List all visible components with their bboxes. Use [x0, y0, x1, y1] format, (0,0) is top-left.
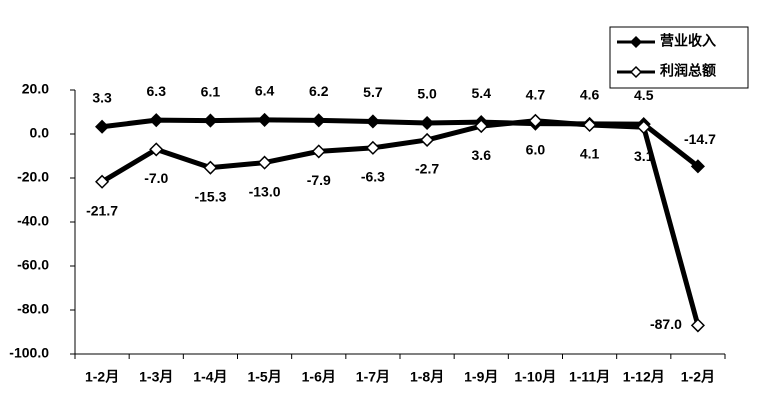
y-tick-label: -80.0	[17, 301, 49, 317]
x-tick-label: 1-7月	[356, 369, 390, 385]
point-marker	[149, 142, 164, 157]
y-tick-label: -100.0	[9, 345, 49, 361]
legend-box	[609, 26, 749, 89]
point-marker	[528, 113, 543, 128]
data-label: 6.0	[526, 142, 546, 158]
point-marker	[690, 159, 705, 174]
data-label: 4.7	[526, 86, 546, 102]
point-marker	[203, 160, 218, 175]
x-tick-label: 1-9月	[464, 369, 498, 385]
point-marker	[149, 113, 164, 128]
x-tick-label: 1-10月	[514, 369, 556, 385]
data-label: -21.7	[86, 202, 118, 218]
data-label: -7.9	[307, 172, 331, 188]
data-label: 6.2	[309, 83, 329, 99]
point-marker	[311, 144, 326, 159]
data-label: -7.0	[144, 170, 168, 186]
data-label: 3.6	[472, 147, 492, 163]
x-tick-label: 1-5月	[247, 369, 281, 385]
point-marker	[582, 117, 597, 133]
x-tick-label: 1-3月	[139, 369, 173, 385]
data-label: 5.0	[417, 86, 437, 102]
point-marker	[257, 155, 272, 170]
y-tick-label: -40.0	[17, 213, 49, 229]
legend-marker	[629, 65, 643, 79]
point-marker	[420, 132, 435, 148]
x-tick-label: 1-2月	[85, 369, 119, 385]
y-tick-label: 20.0	[22, 81, 49, 97]
legend-label: 营业收入	[660, 33, 716, 49]
data-label: 6.1	[201, 83, 221, 99]
point-marker	[257, 112, 272, 127]
point-marker	[365, 140, 380, 155]
point-marker	[365, 114, 380, 129]
data-label: 6.3	[147, 83, 167, 99]
data-label: -14.7	[684, 131, 716, 147]
legend-marker	[629, 35, 643, 49]
point-marker	[420, 115, 435, 131]
data-label: -87.0	[650, 316, 682, 332]
y-tick-label: -60.0	[17, 257, 49, 273]
data-label: 4.1	[580, 146, 600, 162]
point-marker	[203, 113, 218, 128]
point-marker	[690, 318, 705, 333]
series-line	[100, 118, 701, 327]
data-label: -15.3	[194, 188, 226, 204]
data-label: 5.7	[363, 84, 383, 100]
y-tick-label: 0.0	[30, 125, 50, 141]
x-tick-label: 1-4月	[193, 369, 227, 385]
data-label: 3.3	[92, 89, 112, 105]
data-label: -2.7	[415, 161, 439, 177]
data-label: 3.1	[634, 148, 654, 164]
data-label: 4.6	[580, 87, 600, 103]
data-label: 6.4	[255, 83, 275, 99]
data-label: -6.3	[361, 169, 385, 185]
data-label: 4.5	[634, 87, 654, 103]
x-tick-label: 1-8月	[410, 369, 444, 385]
x-tick-label: 1-12月	[623, 369, 665, 385]
point-marker	[311, 113, 326, 128]
x-tick-label: 1-2月	[681, 369, 715, 385]
x-tick-label: 1-11月	[569, 369, 610, 385]
data-label: -13.0	[249, 183, 281, 199]
x-tick-label: 1-6月	[302, 369, 336, 385]
point-marker	[95, 174, 110, 189]
y-tick-label: -20.0	[17, 169, 49, 185]
point-marker	[95, 119, 110, 134]
legend-label: 利润总额	[660, 63, 716, 79]
point-marker	[636, 120, 651, 135]
data-label: 5.4	[472, 85, 492, 101]
point-marker	[474, 119, 489, 134]
